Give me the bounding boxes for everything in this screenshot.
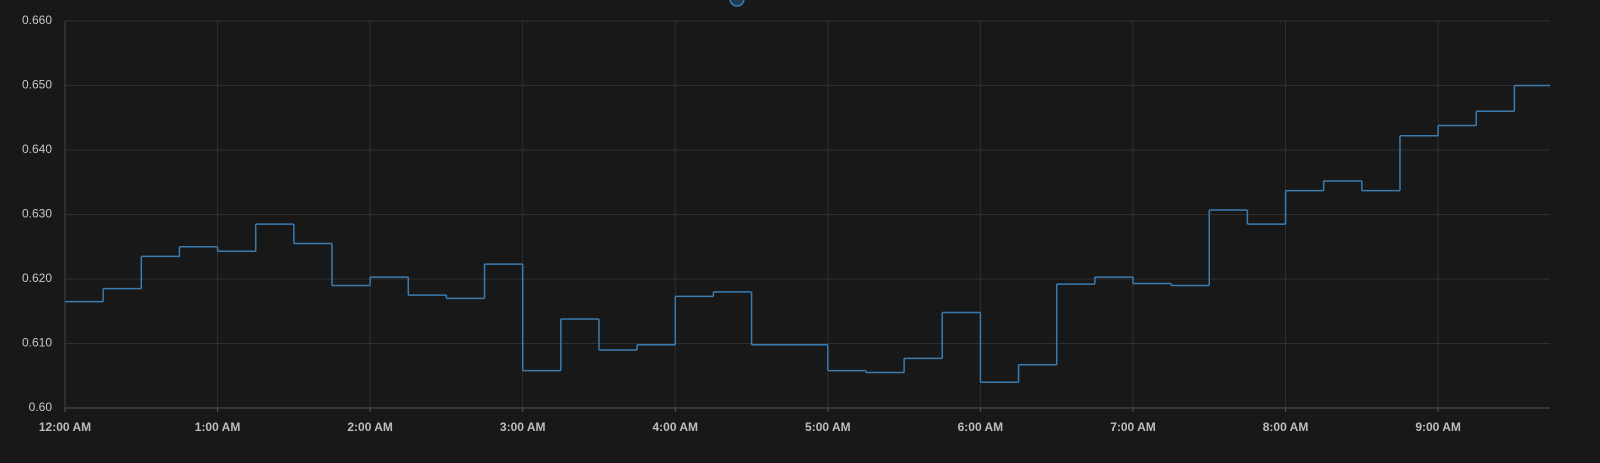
legend-swatch bbox=[729, 0, 745, 7]
x-tick-label: 3:00 AM bbox=[500, 420, 546, 434]
y-tick-label: 0.60 bbox=[29, 400, 53, 414]
y-tick-label: 0.630 bbox=[22, 207, 52, 221]
y-tick-label: 0.650 bbox=[22, 78, 52, 92]
x-tick-label: 12:00 AM bbox=[39, 420, 91, 434]
x-tick-label: 9:00 AM bbox=[1415, 420, 1461, 434]
x-tick-label: 1:00 AM bbox=[195, 420, 241, 434]
x-tick-label: 6:00 AM bbox=[958, 420, 1004, 434]
y-tick-label: 0.610 bbox=[22, 336, 52, 350]
y-tick-label: 0.620 bbox=[22, 271, 52, 285]
x-tick-label: 2:00 AM bbox=[347, 420, 393, 434]
y-tick-label: 0.660 bbox=[22, 13, 52, 27]
y-tick-label: 0.640 bbox=[22, 142, 52, 156]
x-tick-label: 8:00 AM bbox=[1263, 420, 1309, 434]
x-tick-label: 5:00 AM bbox=[805, 420, 851, 434]
legend-label: daikin 003 bbox=[752, 0, 807, 3]
x-tick-label: 7:00 AM bbox=[1110, 420, 1156, 434]
x-tick-label: 4:00 AM bbox=[652, 420, 698, 434]
